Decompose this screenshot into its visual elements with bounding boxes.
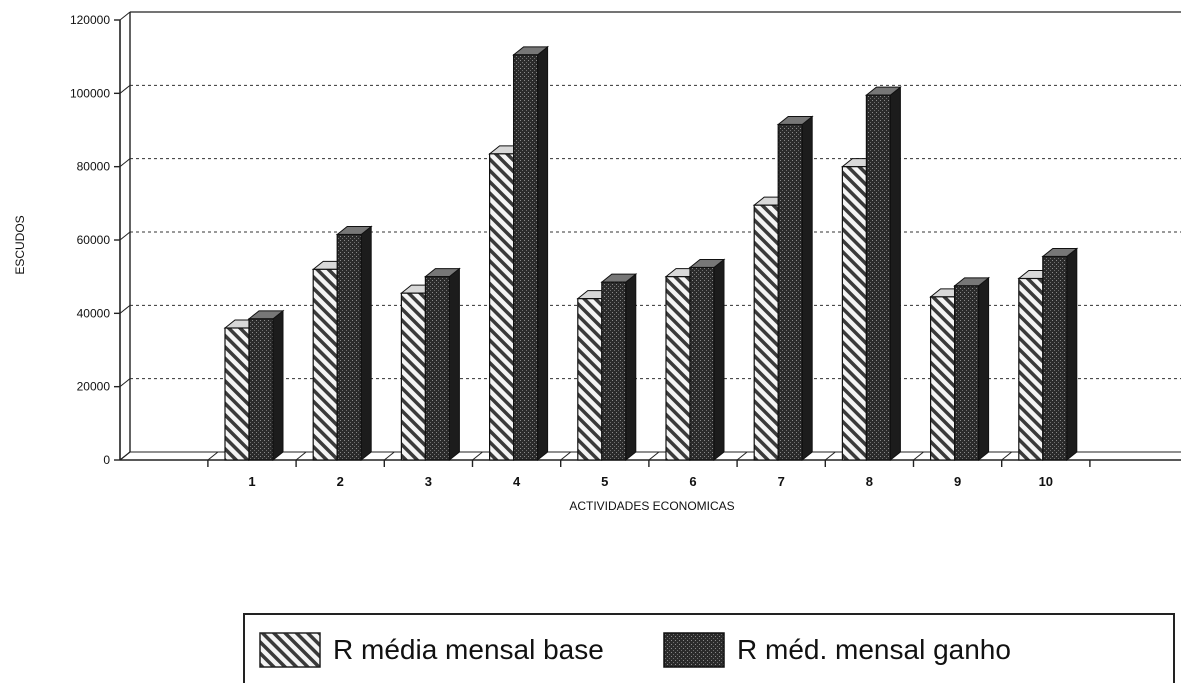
bar xyxy=(489,153,515,461)
bar-side xyxy=(713,258,725,462)
bar-side xyxy=(448,267,460,462)
x-tick-label: 8 xyxy=(866,474,873,489)
y-tick-label: 120000 xyxy=(70,13,110,27)
y-tick-label: 80000 xyxy=(77,160,111,174)
legend-item-base: R média mensal base xyxy=(259,632,604,668)
x-tick-depth xyxy=(207,451,219,461)
x-tick-depth xyxy=(1001,451,1013,461)
bar xyxy=(753,204,779,461)
x-tick-label: 2 xyxy=(337,474,344,489)
x-tick-label: 6 xyxy=(689,474,696,489)
stipple-swatch-icon xyxy=(663,632,725,668)
y-tick-depth xyxy=(119,378,131,388)
bar-side xyxy=(1066,247,1078,462)
legend-label-ganho: R méd. mensal ganho xyxy=(737,634,1011,665)
x-tick-label: 5 xyxy=(601,474,608,489)
bar xyxy=(929,296,956,461)
bar xyxy=(512,54,539,461)
y-tick-depth xyxy=(119,84,131,94)
x-tick-depth xyxy=(295,451,307,461)
y-tick-label: 100000 xyxy=(70,86,110,100)
y-axis-title: ESCUDOS xyxy=(13,215,27,274)
axes xyxy=(114,11,1181,467)
y-tick-depth xyxy=(119,304,131,314)
bar xyxy=(1042,255,1068,461)
bar xyxy=(689,266,715,461)
bar-side xyxy=(889,86,901,462)
x-tick-label: 4 xyxy=(513,474,521,489)
x-tick-depth xyxy=(824,451,836,461)
y-tick-label: 20000 xyxy=(77,380,111,394)
x-tick-depth xyxy=(383,451,395,461)
y-tick-depth xyxy=(119,231,131,241)
bar xyxy=(224,327,250,461)
axis-labels: 0 20000 40000 60000 80000 100000 120000 1 2 3 4 5 6 7… xyxy=(70,13,1053,489)
bar-side xyxy=(537,45,549,462)
legend-item-ganho: R méd. mensal ganho xyxy=(663,632,1011,668)
bar-side xyxy=(625,273,637,462)
y-tick-label: 0 xyxy=(103,453,110,467)
bar-side xyxy=(360,225,372,462)
x-tick-depth xyxy=(736,451,748,461)
legend-label-base: R média mensal base xyxy=(333,634,604,665)
x-tick-label: 1 xyxy=(248,474,255,489)
bar xyxy=(336,233,362,461)
bar xyxy=(248,318,274,461)
bar xyxy=(777,123,803,461)
y-tick-depth xyxy=(119,11,131,21)
bar-chart: 0 20000 40000 60000 80000 100000 120000 1 2 3 4 5 6 7… xyxy=(13,11,1181,513)
x-axis-title: ACTIVIDADES ECONOMICAS xyxy=(569,499,734,513)
x-tick-label: 9 xyxy=(954,474,961,489)
y-tick-depth xyxy=(119,158,131,168)
bar xyxy=(953,285,980,461)
y-tick-label: 40000 xyxy=(77,306,111,320)
legend: R média mensal base R méd. mensal ganho xyxy=(243,613,1175,683)
bar xyxy=(1018,277,1044,461)
bar xyxy=(400,292,426,461)
x-tick-depth xyxy=(648,451,660,461)
x-tick-depth xyxy=(560,451,572,461)
x-tick-depth xyxy=(472,451,483,461)
bar xyxy=(865,94,892,461)
bar-side xyxy=(978,276,990,462)
bar-side xyxy=(801,115,813,462)
x-tick-label: 3 xyxy=(425,474,432,489)
bar xyxy=(577,298,603,461)
hatch-swatch-icon xyxy=(259,632,321,668)
bar xyxy=(601,281,627,461)
bar-side xyxy=(272,309,284,462)
x-tick-label: 10 xyxy=(1039,474,1053,489)
bar xyxy=(841,166,868,461)
x-tick-label: 7 xyxy=(778,474,785,489)
y-tick-label: 60000 xyxy=(77,233,111,247)
bar xyxy=(424,276,450,461)
bar xyxy=(312,268,338,461)
x-tick-depth xyxy=(913,451,924,461)
bar xyxy=(665,276,691,461)
y-tick-depth xyxy=(119,451,131,461)
bars xyxy=(223,45,1079,462)
